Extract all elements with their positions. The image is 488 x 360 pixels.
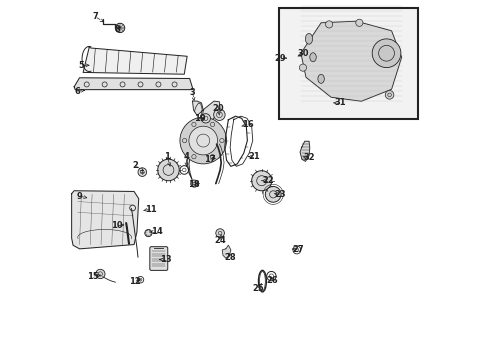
Ellipse shape	[309, 53, 316, 62]
Circle shape	[96, 269, 105, 279]
Text: 26: 26	[266, 276, 278, 285]
Text: 4: 4	[183, 152, 189, 161]
Text: 10: 10	[111, 221, 123, 230]
Circle shape	[385, 91, 393, 99]
Polygon shape	[83, 47, 187, 74]
Circle shape	[215, 229, 224, 237]
Polygon shape	[222, 245, 230, 258]
Ellipse shape	[305, 33, 312, 44]
Text: 28: 28	[224, 253, 236, 262]
Circle shape	[158, 159, 179, 181]
Text: 1: 1	[164, 152, 170, 161]
Circle shape	[355, 19, 362, 26]
Text: 11: 11	[144, 205, 156, 214]
Text: 18: 18	[187, 180, 199, 189]
Text: 23: 23	[274, 190, 285, 199]
Bar	[278, 8, 418, 119]
Text: 25: 25	[252, 284, 264, 293]
Text: 30: 30	[297, 49, 309, 58]
Ellipse shape	[317, 75, 324, 83]
Text: 19: 19	[193, 114, 205, 123]
Polygon shape	[300, 21, 401, 101]
Polygon shape	[72, 191, 139, 249]
Text: 20: 20	[212, 104, 224, 113]
Text: 16: 16	[242, 120, 253, 129]
Circle shape	[299, 64, 306, 71]
Text: 5: 5	[78, 61, 84, 70]
Text: 7: 7	[93, 12, 99, 21]
Text: 29: 29	[274, 54, 285, 63]
FancyBboxPatch shape	[149, 247, 167, 270]
Text: 8: 8	[114, 25, 120, 34]
Text: 22: 22	[262, 176, 273, 185]
Circle shape	[325, 21, 332, 28]
Text: 21: 21	[248, 152, 260, 161]
Polygon shape	[187, 101, 220, 181]
Circle shape	[188, 126, 217, 155]
Text: 13: 13	[160, 255, 172, 264]
Text: 32: 32	[303, 153, 314, 162]
Text: 27: 27	[292, 246, 304, 255]
Text: 9: 9	[77, 192, 82, 201]
Text: 2: 2	[132, 161, 138, 170]
Circle shape	[251, 171, 271, 191]
Text: 24: 24	[214, 236, 225, 245]
Circle shape	[144, 229, 152, 237]
Text: 6: 6	[75, 86, 81, 95]
Circle shape	[371, 39, 400, 68]
Circle shape	[201, 114, 210, 123]
Text: 3: 3	[189, 87, 195, 96]
Circle shape	[138, 168, 146, 176]
Text: 31: 31	[334, 98, 346, 107]
Circle shape	[265, 186, 281, 202]
Polygon shape	[74, 78, 192, 90]
Text: 17: 17	[203, 155, 215, 164]
Text: 15: 15	[87, 271, 99, 280]
Text: 12: 12	[129, 276, 141, 285]
Text: 14: 14	[150, 228, 162, 237]
Circle shape	[180, 117, 226, 164]
Circle shape	[115, 23, 124, 33]
Circle shape	[190, 180, 198, 187]
Circle shape	[213, 109, 224, 121]
Polygon shape	[300, 141, 309, 161]
